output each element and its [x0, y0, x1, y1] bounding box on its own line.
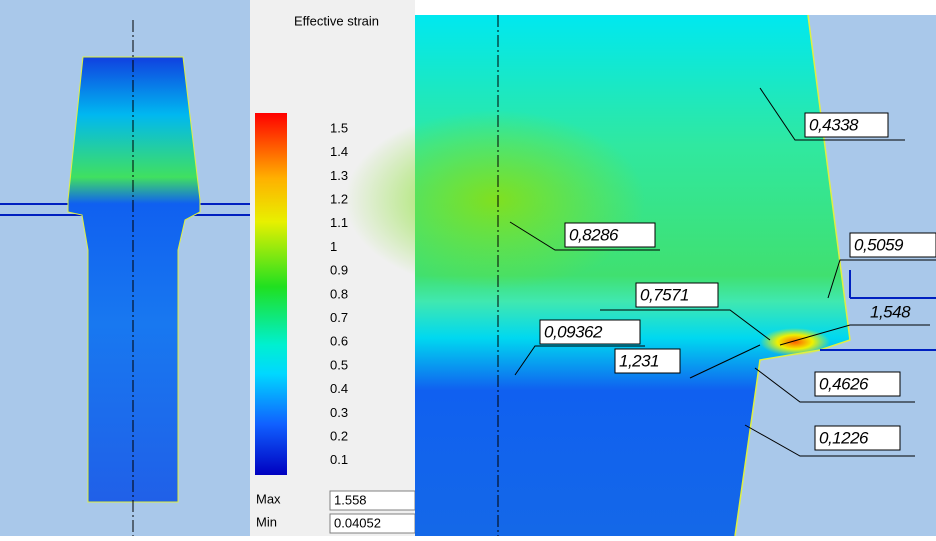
- legend-ticks: 1.51.41.31.21.110.90.80.70.60.50.40.30.2…: [330, 120, 348, 467]
- legend-tick-label: 0.3: [330, 405, 348, 420]
- legend-tick-label: 0.4: [330, 381, 348, 396]
- page: Effective strain 1.51.41.31.21.110.90.80…: [0, 0, 936, 536]
- legend-tick-label: 1.3: [330, 168, 348, 183]
- max-value: 1.558: [334, 492, 367, 507]
- annotation-label: 0,7571: [640, 285, 689, 304]
- annotation-label: 0,4626: [819, 374, 869, 393]
- annotation-label: 1,231: [619, 351, 659, 370]
- color-bar: [255, 113, 287, 475]
- legend-tick-label: 0.7: [330, 310, 348, 325]
- legend-tick-label: 0.1: [330, 452, 348, 467]
- annotation-label: 0,1226: [819, 428, 869, 447]
- max-label: Max: [256, 491, 281, 506]
- screen: Effective strain 1.51.41.31.21.110.90.80…: [0, 0, 936, 536]
- legend-tick-label: 0.2: [330, 429, 348, 444]
- annotation-label: 0,09362: [544, 322, 603, 341]
- legend-tick-label: 0.5: [330, 357, 348, 372]
- strain-zone: [345, 110, 645, 290]
- legend-tick-label: 1.1: [330, 215, 348, 230]
- strain-peak: [760, 328, 830, 356]
- min-label: Min: [256, 514, 277, 529]
- legend-tick-label: 1: [330, 239, 337, 254]
- legend-tick-label: 0.9: [330, 263, 348, 278]
- legend-title: Effective strain: [294, 13, 379, 28]
- legend-tick-label: 1.5: [330, 120, 348, 135]
- min-value: 0.04052: [334, 515, 381, 530]
- legend-tick-label: 0.8: [330, 286, 348, 301]
- annotation-label: 0,4338: [809, 115, 859, 134]
- legend-tick-label: 0.6: [330, 334, 348, 349]
- annotation-label: 0,5059: [854, 235, 904, 254]
- legend-tick-label: 1.4: [330, 144, 348, 159]
- annotation-label: 0,8286: [569, 225, 619, 244]
- annotation-label: 1,548: [870, 302, 911, 321]
